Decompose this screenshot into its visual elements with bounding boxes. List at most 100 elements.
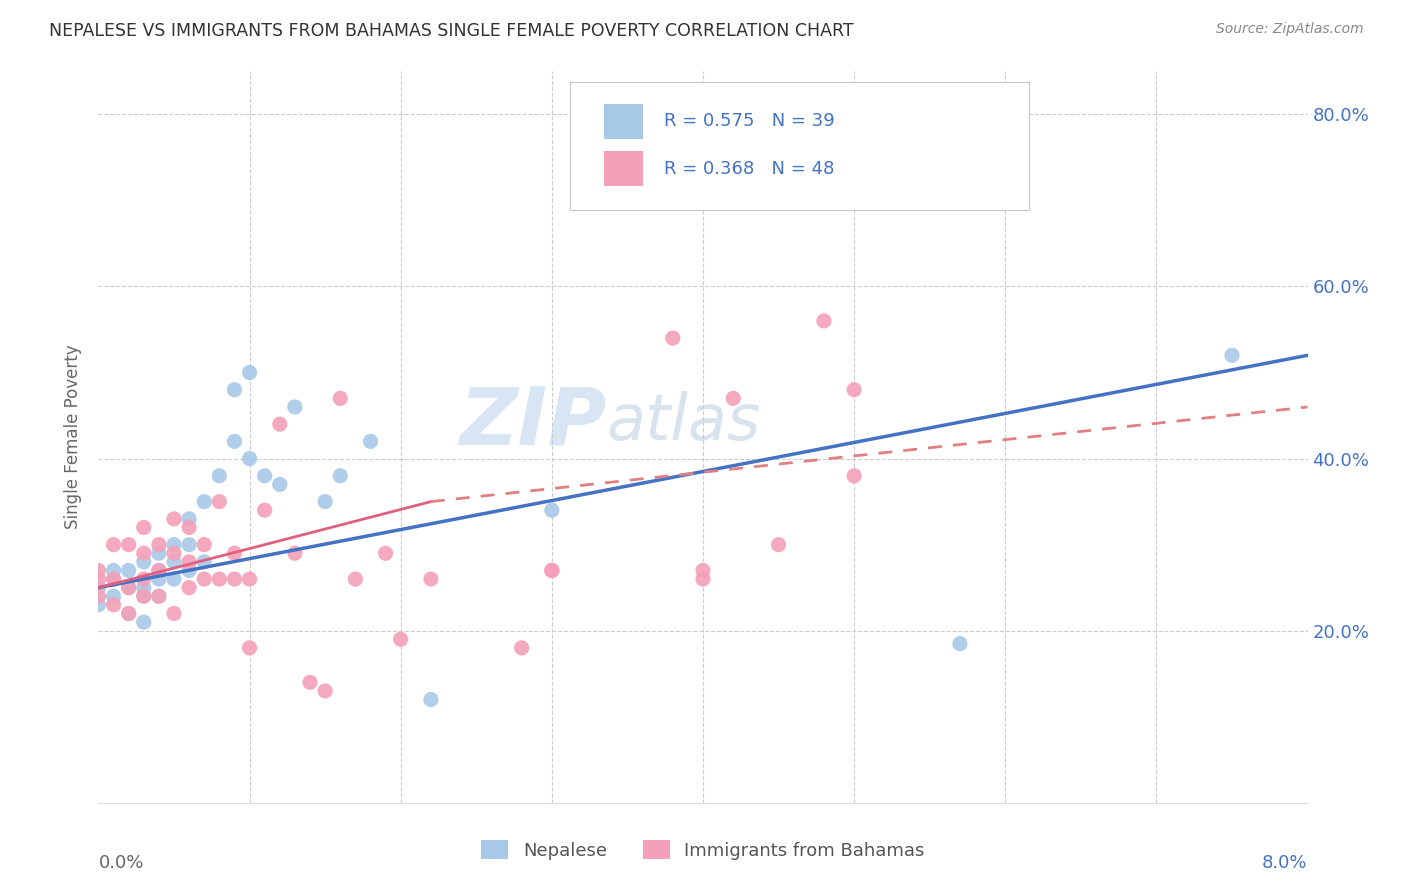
Point (193, 494, 215, 508)
Point (163, 546, 186, 560)
Point (329, 392, 352, 406)
Point (103, 538, 125, 552)
Point (844, 383, 866, 397)
Bar (603, 103, 643, 138)
Point (768, 538, 790, 552)
Point (253, 503, 276, 517)
Point (586, 194, 609, 208)
Point (179, 564, 201, 578)
Text: 0.0%: 0.0% (98, 854, 143, 872)
Point (692, 564, 714, 578)
Point (118, 581, 141, 595)
Point (389, 632, 412, 647)
Point (179, 538, 201, 552)
Point (148, 564, 170, 578)
Point (344, 572, 367, 586)
Text: R = 0.368   N = 48: R = 0.368 N = 48 (664, 160, 835, 178)
Point (239, 640, 262, 655)
Point (208, 572, 231, 586)
Point (118, 607, 141, 621)
Point (87, 564, 110, 578)
Point (163, 572, 186, 586)
Text: ZIP: ZIP (458, 384, 606, 461)
FancyBboxPatch shape (569, 82, 1029, 211)
Point (132, 555, 155, 569)
Point (299, 675, 322, 690)
Point (87, 598, 110, 612)
Point (284, 546, 307, 560)
Point (224, 434, 246, 449)
Point (193, 555, 215, 569)
Point (208, 494, 231, 508)
Point (87, 589, 110, 603)
Point (87, 572, 110, 586)
Text: atlas: atlas (606, 392, 761, 453)
Point (420, 692, 443, 706)
Point (224, 572, 246, 586)
Point (813, 314, 835, 328)
Point (844, 468, 866, 483)
Point (949, 637, 972, 651)
Point (692, 572, 714, 586)
Point (118, 564, 141, 578)
Point (163, 538, 186, 552)
Point (1220, 348, 1243, 362)
Point (329, 468, 352, 483)
Point (163, 512, 186, 526)
Point (193, 572, 215, 586)
Text: Source: ZipAtlas.com: Source: ZipAtlas.com (1216, 22, 1364, 37)
Point (208, 468, 231, 483)
Point (148, 572, 170, 586)
Point (179, 555, 201, 569)
Point (103, 598, 125, 612)
Point (269, 477, 291, 491)
Point (723, 392, 745, 406)
Point (148, 589, 170, 603)
Point (224, 546, 246, 560)
Point (193, 538, 215, 552)
Text: 8.0%: 8.0% (1263, 854, 1308, 872)
Point (132, 546, 155, 560)
Point (253, 468, 276, 483)
Point (314, 684, 336, 698)
Point (510, 640, 533, 655)
Text: R = 0.575   N = 39: R = 0.575 N = 39 (664, 112, 835, 130)
Point (148, 538, 170, 552)
Legend: Nepalese, Immigrants from Bahamas: Nepalese, Immigrants from Bahamas (481, 840, 925, 860)
Bar (603, 151, 643, 186)
Point (132, 589, 155, 603)
Point (103, 589, 125, 603)
Point (148, 546, 170, 560)
Y-axis label: Single Female Poverty: Single Female Poverty (65, 345, 83, 529)
Point (239, 366, 262, 380)
Point (87, 581, 110, 595)
Point (540, 564, 562, 578)
Point (103, 572, 125, 586)
Point (132, 589, 155, 603)
Point (374, 546, 396, 560)
Point (132, 615, 155, 629)
Point (132, 581, 155, 595)
Point (132, 572, 155, 586)
Point (148, 564, 170, 578)
Text: NEPALESE VS IMMIGRANTS FROM BAHAMAS SINGLE FEMALE POVERTY CORRELATION CHART: NEPALESE VS IMMIGRANTS FROM BAHAMAS SING… (49, 22, 853, 40)
Point (163, 607, 186, 621)
Point (179, 512, 201, 526)
Point (103, 564, 125, 578)
Point (103, 572, 125, 586)
Point (661, 331, 683, 345)
Point (224, 383, 246, 397)
Point (163, 555, 186, 569)
Point (179, 520, 201, 534)
Point (118, 581, 141, 595)
Point (148, 589, 170, 603)
Point (239, 451, 262, 466)
Point (132, 520, 155, 534)
Point (269, 417, 291, 432)
Point (239, 572, 262, 586)
Point (314, 494, 336, 508)
Point (420, 572, 443, 586)
Point (118, 538, 141, 552)
Point (118, 607, 141, 621)
Point (179, 581, 201, 595)
